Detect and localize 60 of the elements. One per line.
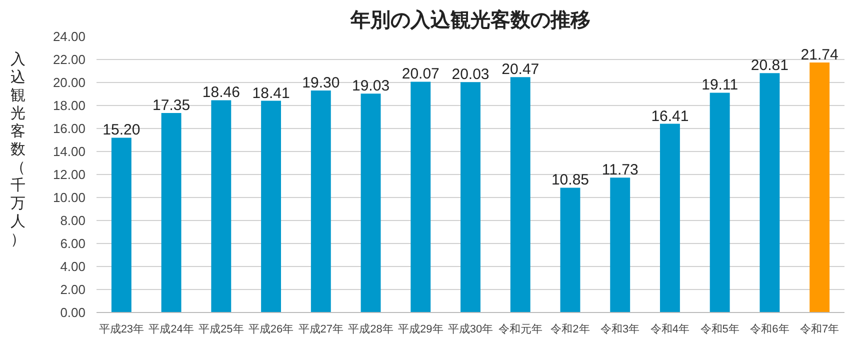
x-tick-label: 令和7年 bbox=[800, 322, 840, 336]
y-tick-label: 4.00 bbox=[60, 259, 86, 274]
y-tick-label: 24.00 bbox=[52, 29, 86, 44]
y-tick-label: 14.00 bbox=[52, 144, 86, 159]
data-label: 18.46 bbox=[202, 84, 240, 102]
bar bbox=[310, 90, 331, 312]
bar bbox=[660, 124, 680, 312]
data-label: 15.20 bbox=[102, 122, 140, 139]
y-tick-label: 18.00 bbox=[52, 98, 86, 113]
x-tick-label: 令和4年 bbox=[650, 322, 690, 336]
x-tick-label: 平成25年 bbox=[198, 322, 244, 336]
x-tick-label: 平成26年 bbox=[248, 322, 294, 336]
data-label: 17.35 bbox=[152, 96, 190, 114]
data-label: 19.30 bbox=[302, 74, 340, 92]
text: 入込観光客数（千万人） bbox=[10, 50, 26, 248]
bar bbox=[261, 100, 282, 312]
x-tick-label: 令和6年 bbox=[750, 322, 790, 336]
x-tick-label: 令和2年 bbox=[550, 322, 590, 336]
data-label: 21.74 bbox=[800, 46, 838, 64]
bar bbox=[510, 77, 530, 312]
bar bbox=[460, 82, 480, 312]
data-label: 19.03 bbox=[352, 78, 390, 95]
x-tick-label: 平成30年 bbox=[448, 322, 494, 336]
y-tick-label: 20.00 bbox=[52, 75, 86, 90]
y-tick-label: 12.00 bbox=[52, 167, 86, 182]
chart-title: 年別の入込観光客数の推移 bbox=[350, 8, 590, 32]
x-tick-label: 平成23年 bbox=[98, 322, 144, 336]
bar bbox=[710, 92, 730, 312]
data-label: 16.41 bbox=[651, 108, 689, 125]
x-tick-label: 平成27年 bbox=[298, 322, 344, 336]
bar bbox=[760, 73, 780, 312]
data-label: 19.11 bbox=[702, 76, 738, 94]
bar bbox=[360, 94, 381, 312]
bar bbox=[810, 62, 830, 312]
bar bbox=[610, 178, 630, 312]
bar bbox=[111, 138, 132, 312]
x-tick-label: 令和3年 bbox=[600, 322, 640, 336]
y-tick-label: 0.00 bbox=[60, 305, 86, 320]
y-tick-label: 10.00 bbox=[52, 190, 86, 205]
bar bbox=[410, 82, 431, 312]
x-tick-label: 平成29年 bbox=[398, 322, 444, 336]
y-tick-label: 8.00 bbox=[60, 213, 86, 228]
data-label: 18.41 bbox=[252, 84, 290, 102]
x-tick-label: 令和元年 bbox=[498, 322, 542, 336]
y-tick-label: 2.00 bbox=[60, 282, 86, 297]
data-label: 11.73 bbox=[602, 162, 638, 179]
x-tick-label: 平成28年 bbox=[348, 322, 394, 336]
x-tick-label: 平成24年 bbox=[148, 322, 194, 336]
y-tick-label: 22.00 bbox=[52, 52, 86, 67]
y-tick-label: 6.00 bbox=[60, 236, 86, 251]
data-label: 20.81 bbox=[750, 57, 788, 74]
data-label: 20.07 bbox=[402, 66, 440, 83]
data-label: 10.85 bbox=[551, 172, 590, 189]
bar bbox=[161, 112, 182, 312]
data-label: 20.03 bbox=[452, 66, 490, 84]
bar bbox=[560, 188, 580, 312]
y-tick-label: 16.00 bbox=[52, 121, 86, 136]
data-label: 20.47 bbox=[502, 61, 540, 78]
bar bbox=[211, 100, 232, 312]
x-tick-label: 令和5年 bbox=[700, 322, 740, 336]
